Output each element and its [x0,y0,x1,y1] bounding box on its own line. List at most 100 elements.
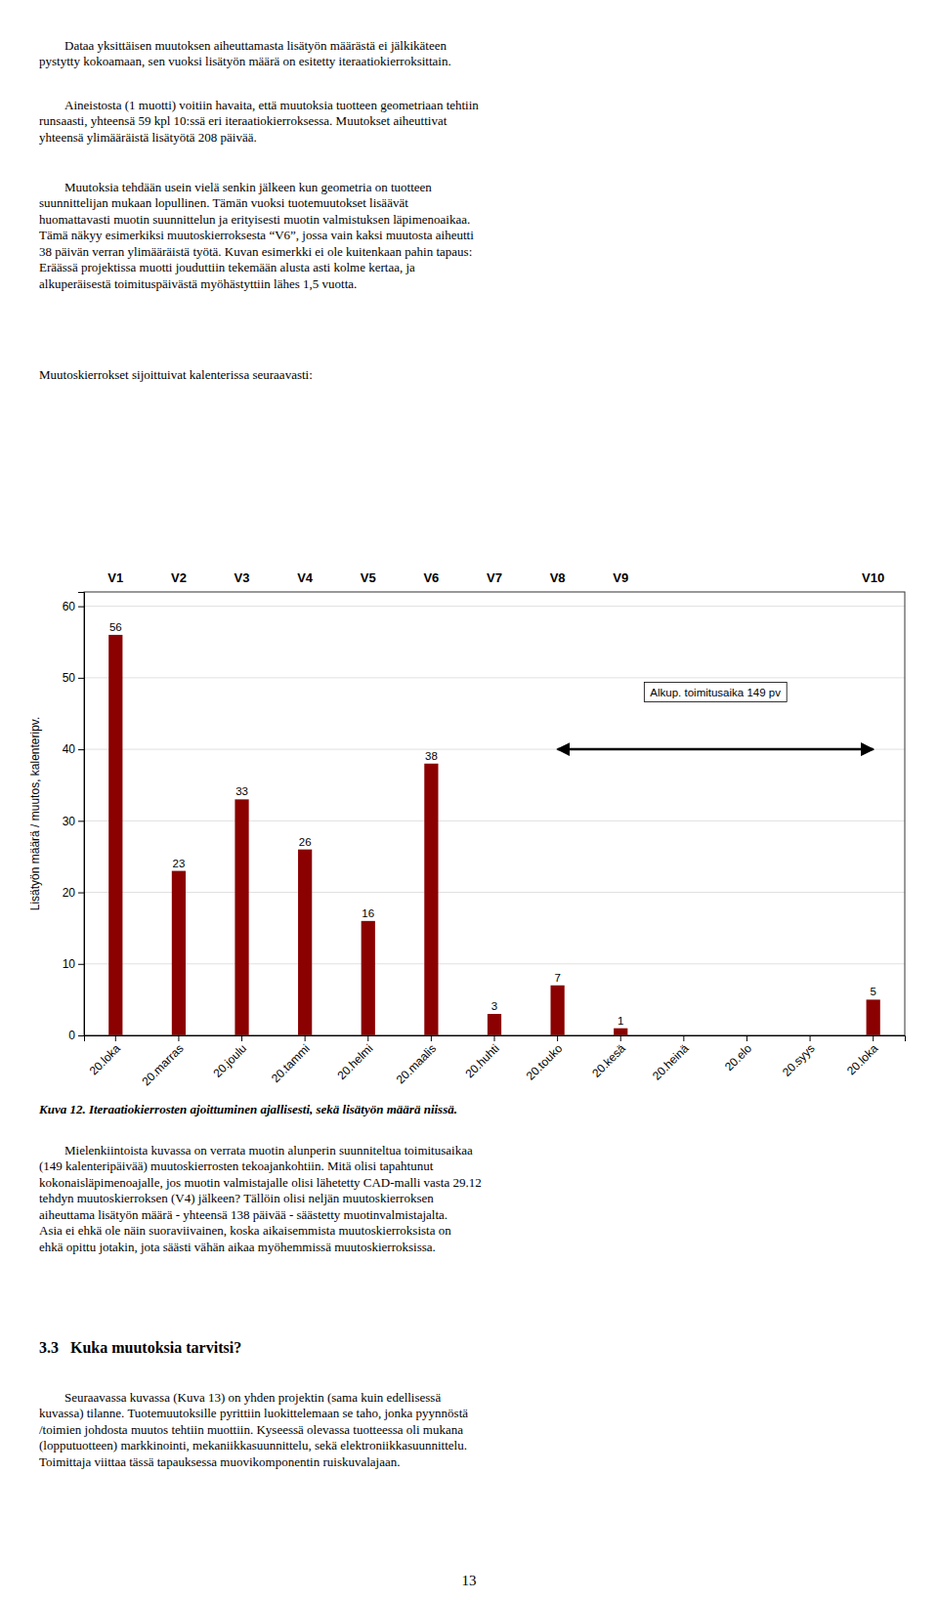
y-tick: 0 [68,1028,85,1043]
data-label: 16 [361,907,375,920]
tick-label: 10 [62,957,77,972]
paragraph: Dataa yksittäisen muutoksen aiheuttamast… [39,38,452,70]
tick-mark [810,1035,811,1042]
x-tick: 20.joulu [211,1035,251,1081]
text-line: Muutoskierrokset sijoittuivat kalenteris… [39,367,313,383]
tick-label: 40 [62,742,77,757]
bar [171,871,186,1036]
tick-mark [304,1035,306,1042]
text-line: Mielenkiintoista kuvassa on verrata muot… [64,1143,473,1158]
text-line: (149 kalenteripäivää) muutoskierrosten t… [39,1158,434,1174]
tick-mark [78,964,85,966]
data-label: 56 [109,621,123,634]
version-label: V3 [234,570,251,586]
text-line: /toimien johdosta muutos tehtiin muottii… [39,1422,464,1438]
version-label: V7 [486,570,503,586]
tick-label: 0 [68,1028,76,1043]
text-line: Muutoksia tehdään usein vielä senkin jäl… [64,179,432,195]
text-line: tehdyn muutoskierroksen (V4) jälkeen? Tä… [39,1191,434,1206]
tick-mark [872,1035,874,1042]
tick-label: 20.marras [138,1041,186,1089]
tick-mark [494,1035,496,1042]
grid-line [84,820,905,822]
version-label: V9 [612,570,629,586]
text-line: 38 päivän verran ylimääräistä työtä. Kuv… [39,244,472,259]
axis-title: Lisätyön määrä / muutos, kalenteripv. [28,717,43,912]
version-labels: V1V2V3V4V5V6V7V8V9V10 [107,570,885,586]
page: Dataa yksittäisen muutoksen aiheuttamast… [0,0,938,1600]
version-label: V1 [107,570,124,586]
data-label: 1 [617,1015,624,1027]
tick-label: 20.loka [86,1041,124,1078]
text-line: Eräässä projektissa muotti jouduttiin te… [39,259,416,275]
x-tick: 20.maalis [393,1035,439,1087]
bar [613,1028,628,1036]
text-line: Asia ei ehkä ole näin suoraviivainen, ko… [39,1223,452,1238]
tick-mark [367,1035,369,1042]
tick-mark [241,1035,243,1042]
text-line: yhteensä ylimääräistä lisätyötä 208 päiv… [39,129,257,145]
tick-mark [682,1035,684,1042]
tick-mark [78,893,85,895]
x-tick: 20.loka [86,1035,124,1078]
version-label: V8 [550,570,566,586]
chart: 010203040506020.loka20.marras20.joulu20.… [28,570,906,1089]
text-line: alkuperäisestä toimituspäivästä myöhästy… [39,276,357,292]
y-tick: 60 [62,599,85,614]
arrow [557,748,874,752]
data-label: 38 [425,750,438,763]
y-tick: 50 [62,671,85,685]
bars [108,635,881,1036]
tick-label: 50 [62,671,77,685]
tick-mark [177,1035,179,1042]
text-line: ehkä opittu jotakin, jota säästi vähän a… [39,1239,436,1255]
y-axis: 0102030405060 [62,593,86,1044]
plot-frame [84,592,905,1036]
bar [551,985,565,1036]
data-label: 5 [869,985,876,998]
y-tick: 40 [62,742,85,757]
x-tick: 20.huhti [463,1035,503,1081]
version-label: V5 [360,570,377,586]
x-tick: 20.marras [138,1035,186,1089]
bar [234,799,249,1036]
annotation-box [643,682,787,703]
annotation: Alkup. toimitusaika 149 pv [643,682,787,703]
tick-mark [430,1035,432,1042]
x-tick: 20.loka [844,1035,881,1078]
tick-label: 20.touko [523,1041,566,1084]
tick-mark [78,678,85,680]
paragraph: Muutoksia tehdään usein vielä senkin jäl… [39,179,474,292]
text-line: Dataa yksittäisen muutoksen aiheuttamast… [64,38,447,53]
grid [84,606,905,1036]
tick-label: 20.syys [779,1041,818,1080]
section-heading: 3.3 Kuka muutoksia tarvitsi? [39,1339,242,1357]
text-line: Toimittaja viittaa tässä tapauksessa muo… [39,1454,401,1470]
tick-label: 20.maalis [393,1041,439,1087]
data-label: 26 [298,836,312,849]
version-label: V6 [423,570,439,586]
bar [866,999,881,1036]
tick-mark [78,606,85,608]
data-label: 7 [554,972,560,984]
tick-label: 20.elo [722,1041,755,1074]
x-axis: 20.loka20.marras20.joulu20.tammi20.helmi… [85,1035,906,1089]
tick-mark [115,1035,117,1042]
x-tick: 20.kesä [589,1035,629,1081]
bar [424,764,438,1036]
tick-mark [78,749,85,751]
tick-mark [78,1035,85,1037]
tick-label: 20 [62,886,77,900]
grid-line [84,605,905,607]
text-line: suunnittelijan mukaan lopullinen. Tämän … [39,195,409,211]
grid-line [84,892,905,894]
data-label: 33 [235,785,249,798]
bar [108,635,123,1036]
text-line: Tämä näkyy esimerkiksi muutoskierroksest… [39,227,474,243]
tick-label: 20.heinä [649,1041,692,1084]
tick-label: 20.kesä [589,1041,629,1081]
text-line: kokonaisläpimenoajalle, jos muotin valmi… [39,1175,482,1191]
version-label: V4 [297,570,314,586]
tick-label: 20.helmi [334,1041,376,1083]
text-line: kuvassa) tilanne. Tuotemuutoksille pyrit… [39,1406,469,1421]
